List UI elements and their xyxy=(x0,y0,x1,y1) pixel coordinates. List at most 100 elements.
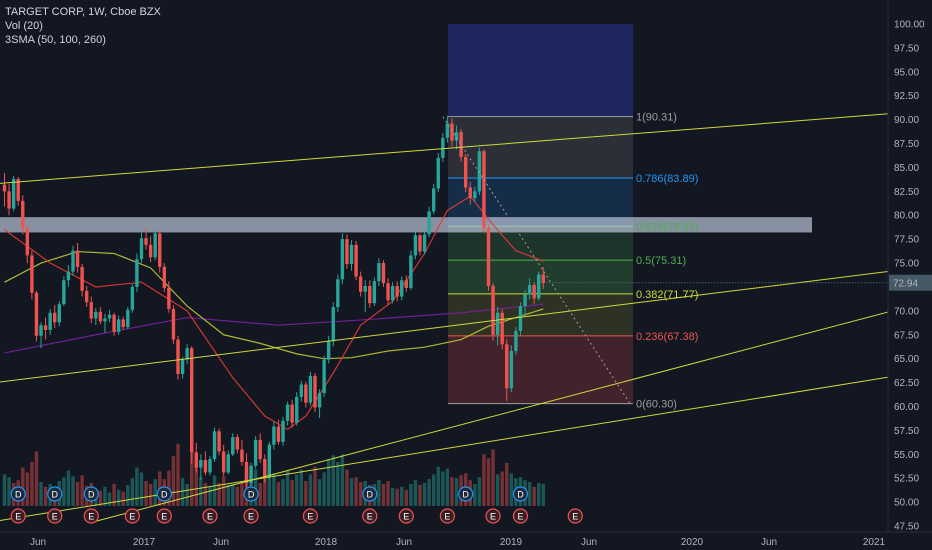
volume-bar xyxy=(135,467,139,506)
resistance-zone[interactable] xyxy=(0,217,812,233)
fibonacci-retracement[interactable] xyxy=(448,24,633,405)
candle-body xyxy=(16,178,20,201)
candle xyxy=(194,442,198,473)
event-markers[interactable]: D D D D D D D D E E E E E E E E E E E E E E xyxy=(10,486,583,524)
candle xyxy=(541,266,545,289)
candle xyxy=(89,296,93,324)
candle-body xyxy=(258,439,262,460)
candle-body xyxy=(80,266,84,291)
candle-body xyxy=(276,426,281,442)
volume-bar xyxy=(395,488,399,506)
volume-bar xyxy=(345,469,349,506)
candle xyxy=(208,456,212,476)
candle xyxy=(53,305,57,329)
candle xyxy=(57,301,61,327)
candle-body xyxy=(75,250,80,267)
candle-body xyxy=(381,263,386,284)
fib-level-label: 1(90.31) xyxy=(636,112,677,124)
candle-body xyxy=(390,285,395,301)
earnings-circle xyxy=(124,508,140,524)
y-tick-label: 50.00 xyxy=(894,498,919,509)
candle-body xyxy=(176,339,180,374)
candle xyxy=(75,242,80,273)
earnings-marker: E xyxy=(485,508,501,524)
earnings-marker: E xyxy=(512,508,529,524)
candle-body xyxy=(340,239,345,280)
candle-body xyxy=(495,312,500,335)
candle xyxy=(349,240,354,271)
volume-bar xyxy=(98,490,103,506)
candle-body xyxy=(313,375,317,408)
candle xyxy=(500,308,504,350)
candle-body xyxy=(290,404,294,423)
earnings-circle xyxy=(243,508,259,524)
candle xyxy=(226,450,230,475)
symbol-title[interactable]: TARGET CORP, 1W, Cboe BZX xyxy=(5,6,161,18)
candle xyxy=(495,307,500,346)
volume-bar xyxy=(221,476,226,506)
candle xyxy=(48,308,52,335)
earnings-circle xyxy=(83,508,99,524)
candle-body xyxy=(459,132,463,157)
y-tick-label: 62.50 xyxy=(894,378,919,389)
volume-bar xyxy=(43,486,48,506)
candle-body xyxy=(299,384,303,397)
candle-body xyxy=(171,308,176,340)
candle xyxy=(158,231,162,273)
dividend-circle xyxy=(10,486,26,502)
volume-bar xyxy=(62,477,66,506)
candle xyxy=(491,283,495,341)
candle-body xyxy=(43,325,48,330)
candle-body xyxy=(94,311,98,319)
y-tick-label: 82.50 xyxy=(894,187,919,198)
candle-body xyxy=(386,283,390,301)
y-tick-label: 67.50 xyxy=(894,330,919,341)
candle xyxy=(326,335,331,364)
y-tick-label: 100.00 xyxy=(894,20,925,31)
earnings-letter: E xyxy=(403,512,409,522)
volume-bar xyxy=(80,475,84,506)
candle xyxy=(313,373,317,413)
dividend-marker: D xyxy=(512,486,529,502)
trendline xyxy=(0,267,918,383)
volume-bar xyxy=(103,486,107,506)
candle xyxy=(39,322,43,349)
candle-body xyxy=(468,187,472,199)
earnings-letter: E xyxy=(207,512,213,522)
candle xyxy=(66,264,71,287)
candle xyxy=(427,206,431,238)
fib-level-label: 0(60.30) xyxy=(636,399,677,411)
candle xyxy=(71,245,75,276)
candle xyxy=(267,441,272,480)
candle xyxy=(509,345,514,393)
y-tick-label: 87.50 xyxy=(894,139,919,150)
candle xyxy=(7,183,11,216)
candle xyxy=(30,250,34,300)
volume-bar xyxy=(190,431,194,506)
candle-body xyxy=(427,211,431,235)
volume-bar xyxy=(418,484,422,506)
candle xyxy=(340,233,345,285)
chart-legend: TARGET CORP, 1W, Cboe BZX Vol (20) 3SMA … xyxy=(5,5,161,47)
volume-bar xyxy=(358,482,363,506)
candle xyxy=(276,419,281,445)
volume-bar xyxy=(454,478,459,506)
dividend-letter: D xyxy=(462,490,469,500)
candle-body xyxy=(505,344,509,389)
earnings-circle xyxy=(512,508,529,524)
volume-bar xyxy=(477,477,482,506)
candle-body xyxy=(153,233,157,258)
candle xyxy=(272,421,276,450)
dividend-circle xyxy=(512,486,529,502)
candle-body xyxy=(194,452,198,468)
candle-body xyxy=(491,285,495,335)
candle xyxy=(514,327,518,355)
volume-bar xyxy=(532,486,536,506)
time-axis-panel xyxy=(0,532,932,550)
volume-bar xyxy=(126,484,130,506)
sma-indicator-label[interactable]: 3SMA (50, 100, 260) xyxy=(5,34,106,46)
earnings-letter: E xyxy=(88,512,94,522)
volume-indicator-label[interactable]: Vol (20) xyxy=(5,20,43,32)
earnings-letter: E xyxy=(490,512,496,522)
